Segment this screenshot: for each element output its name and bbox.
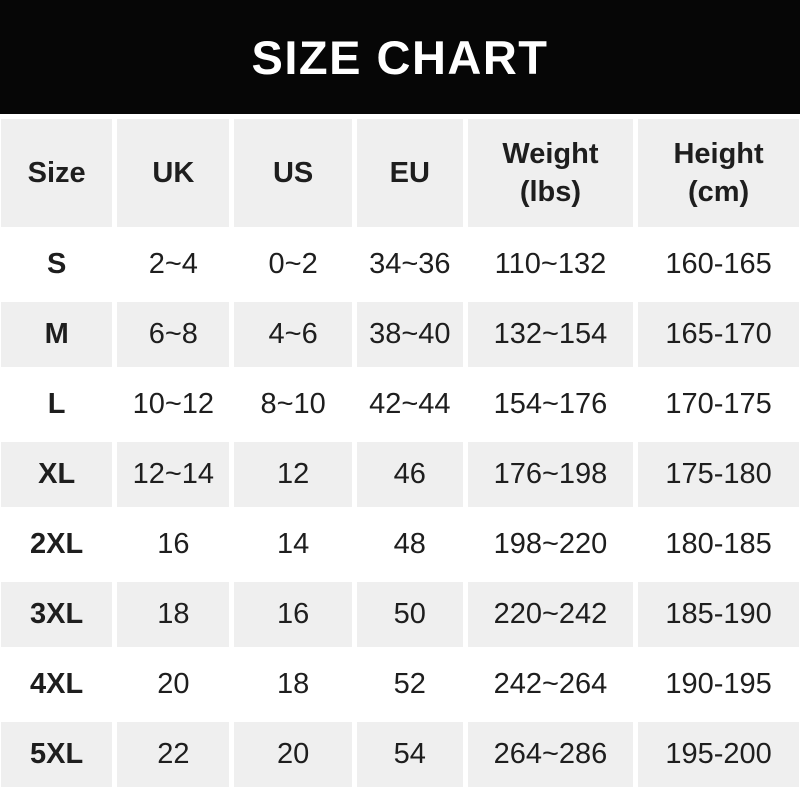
table-row-5xl: 5XL 22 20 54 264~286 195-200	[1, 722, 799, 787]
uk-cell: 12~14	[117, 442, 230, 507]
size-cell: L	[1, 372, 113, 437]
table-row-2xl: 2XL 16 14 48 198~220 180-185	[1, 512, 799, 577]
table-row-4xl: 4XL 20 18 52 242~264 190-195	[1, 652, 799, 717]
us-cell: 20	[234, 722, 352, 787]
uk-cell: 18	[117, 582, 230, 647]
eu-cell: 34~36	[356, 232, 463, 297]
height-cell: 180-185	[638, 512, 799, 577]
eu-cell: 52	[356, 652, 463, 717]
eu-cell: 46	[356, 442, 463, 507]
height-cell: 190-195	[638, 652, 799, 717]
column-header-weight: Weight (lbs)	[467, 119, 634, 227]
uk-cell: 16	[117, 512, 230, 577]
size-cell: XL	[1, 442, 113, 507]
column-header-size: Size	[1, 119, 113, 227]
uk-cell: 6~8	[117, 302, 230, 367]
us-cell: 8~10	[234, 372, 352, 437]
table-row-m: M 6~8 4~6 38~40 132~154 165-170	[1, 302, 799, 367]
size-cell: 2XL	[1, 512, 113, 577]
eu-cell: 38~40	[356, 302, 463, 367]
column-header-height: Height (cm)	[638, 119, 799, 227]
height-cell: 195-200	[638, 722, 799, 787]
weight-cell: 242~264	[467, 652, 634, 717]
weight-cell: 110~132	[467, 232, 634, 297]
height-cell: 165-170	[638, 302, 799, 367]
us-cell: 12	[234, 442, 352, 507]
uk-cell: 20	[117, 652, 230, 717]
size-cell: 5XL	[1, 722, 113, 787]
page-title: SIZE CHART	[251, 30, 549, 84]
us-cell: 4~6	[234, 302, 352, 367]
title-bar: SIZE CHART	[0, 0, 800, 114]
eu-cell: 42~44	[356, 372, 463, 437]
table-header-row: Size UK US EU Weight (lbs) Height (cm)	[1, 119, 799, 227]
table-row-l: L 10~12 8~10 42~44 154~176 170-175	[1, 372, 799, 437]
uk-cell: 2~4	[117, 232, 230, 297]
us-cell: 0~2	[234, 232, 352, 297]
size-cell: M	[1, 302, 113, 367]
height-cell: 175-180	[638, 442, 799, 507]
weight-cell: 220~242	[467, 582, 634, 647]
height-cell: 185-190	[638, 582, 799, 647]
height-cell: 160-165	[638, 232, 799, 297]
eu-cell: 48	[356, 512, 463, 577]
size-cell: 4XL	[1, 652, 113, 717]
size-chart-table: Size UK US EU Weight (lbs) Height (cm) S…	[0, 114, 800, 792]
size-cell: S	[1, 232, 113, 297]
uk-cell: 10~12	[117, 372, 230, 437]
weight-cell: 176~198	[467, 442, 634, 507]
us-cell: 14	[234, 512, 352, 577]
uk-cell: 22	[117, 722, 230, 787]
weight-cell: 154~176	[467, 372, 634, 437]
height-cell: 170-175	[638, 372, 799, 437]
weight-cell: 198~220	[467, 512, 634, 577]
weight-cell: 132~154	[467, 302, 634, 367]
us-cell: 18	[234, 652, 352, 717]
table-row-3xl: 3XL 18 16 50 220~242 185-190	[1, 582, 799, 647]
column-header-uk: UK	[117, 119, 230, 227]
size-cell: 3XL	[1, 582, 113, 647]
us-cell: 16	[234, 582, 352, 647]
weight-cell: 264~286	[467, 722, 634, 787]
column-header-us: US	[234, 119, 352, 227]
eu-cell: 50	[356, 582, 463, 647]
column-header-eu: EU	[356, 119, 463, 227]
table-row-s: S 2~4 0~2 34~36 110~132 160-165	[1, 232, 799, 297]
eu-cell: 54	[356, 722, 463, 787]
table-row-xl: XL 12~14 12 46 176~198 175-180	[1, 442, 799, 507]
